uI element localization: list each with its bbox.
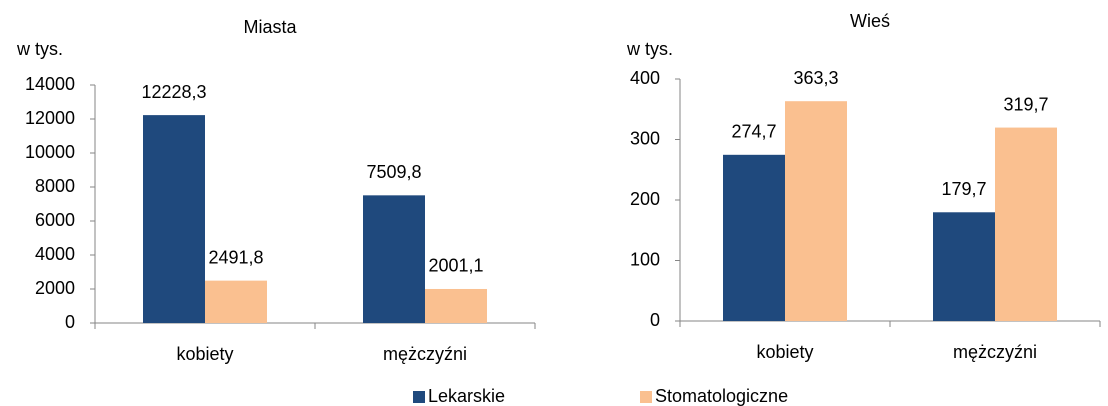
bar [363,195,425,323]
y-tick-label: 10000 [25,142,75,162]
chart-title: Wieś [850,11,890,31]
y-tick-label: 4000 [35,244,75,264]
bar [933,212,995,321]
legend-label: Lekarskie [428,386,505,406]
bar [205,280,267,323]
y-tick-label: 2000 [35,278,75,298]
y-tick-label: 14000 [25,74,75,94]
value-label: 274,7 [731,122,776,142]
legend-swatch [413,391,425,403]
x-tick-label: mężczyźni [383,344,467,364]
x-tick-label: mężczyźni [953,342,1037,362]
y-axis-label: w tys. [16,39,63,59]
bar [785,101,847,322]
y-tick-label: 0 [65,312,75,332]
y-tick-label: 200 [630,189,660,209]
y-tick-label: 100 [630,249,660,269]
value-label: 2491,8 [208,247,263,267]
legend-label: Stomatologiczne [655,386,788,406]
y-tick-label: 12000 [25,108,75,128]
bar [723,154,785,321]
value-label: 7509,8 [366,162,421,182]
value-label: 179,7 [941,179,986,199]
y-axis-label: w tys. [626,39,673,59]
y-tick-label: 8000 [35,176,75,196]
legend-swatch [640,391,652,403]
chart-title: Miasta [243,17,297,37]
y-tick-label: 400 [630,68,660,88]
bar [995,127,1057,321]
y-tick-label: 6000 [35,210,75,230]
bar [425,288,487,323]
bar [143,115,205,323]
y-tick-label: 300 [630,128,660,148]
value-label: 12228,3 [141,82,206,102]
x-tick-label: kobiety [756,342,813,362]
value-label: 363,3 [793,68,838,88]
x-tick-label: kobiety [176,344,233,364]
y-tick-label: 0 [650,310,660,330]
value-label: 2001,1 [428,256,483,276]
value-label: 319,7 [1003,94,1048,114]
